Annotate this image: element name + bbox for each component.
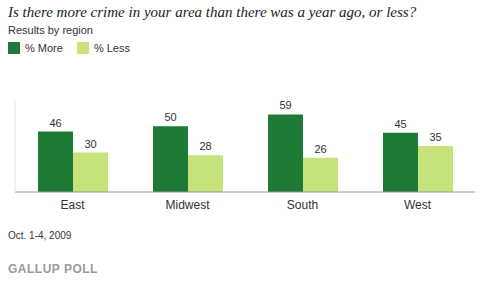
html-text:% More: % More bbox=[25, 42, 63, 54]
html-text:Is there more crime in your ar: Is there more crime in your area than th… bbox=[8, 4, 417, 20]
svg-text:West: West bbox=[404, 198, 432, 212]
svg-text:30: 30 bbox=[84, 138, 96, 150]
html-text:GALLUP POLL: GALLUP POLL bbox=[8, 262, 98, 276]
svg-text:East: East bbox=[60, 198, 85, 212]
svg-text:50: 50 bbox=[164, 111, 176, 123]
html-text:Results by region: Results by region bbox=[8, 24, 93, 36]
html-text:% Less: % Less bbox=[93, 42, 130, 54]
svg-text:28: 28 bbox=[199, 140, 211, 152]
svg-text:26: 26 bbox=[314, 143, 326, 155]
svg-text:35: 35 bbox=[429, 131, 441, 143]
svg-text:45: 45 bbox=[394, 118, 406, 130]
svg-text:46: 46 bbox=[49, 117, 61, 129]
html-text:Oct. 1-4, 2009: Oct. 1-4, 2009 bbox=[8, 230, 72, 241]
svg-text:South: South bbox=[287, 198, 318, 212]
svg-text:Midwest: Midwest bbox=[165, 198, 210, 212]
svg-text:59: 59 bbox=[279, 99, 291, 111]
